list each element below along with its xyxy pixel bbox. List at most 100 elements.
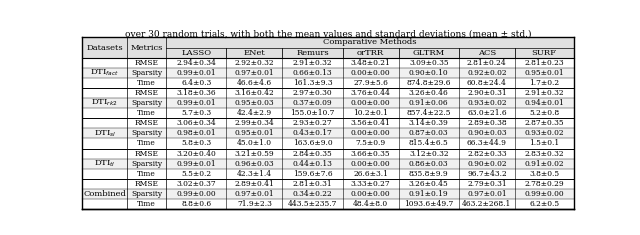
Text: 3.18±0.36: 3.18±0.36 bbox=[177, 89, 216, 97]
Text: 7.5±0.9: 7.5±0.9 bbox=[356, 140, 386, 148]
Text: 0.99±0.01: 0.99±0.01 bbox=[177, 99, 216, 107]
Text: 3.33±0.27: 3.33±0.27 bbox=[351, 180, 390, 188]
Text: GLTRM: GLTRM bbox=[413, 49, 445, 57]
Text: Sparsity: Sparsity bbox=[131, 69, 162, 77]
Bar bbox=[83, 189, 573, 199]
Text: 2.81±0.24: 2.81±0.24 bbox=[467, 59, 507, 67]
Text: 2.92±0.32: 2.92±0.32 bbox=[235, 59, 274, 67]
Text: 835.8±9.9: 835.8±9.9 bbox=[409, 170, 449, 178]
Text: 5.7±0.3: 5.7±0.3 bbox=[181, 109, 211, 117]
Text: RMSE: RMSE bbox=[134, 150, 159, 158]
Text: 2.94±0.34: 2.94±0.34 bbox=[176, 59, 216, 67]
Text: 3.02±0.37: 3.02±0.37 bbox=[177, 180, 216, 188]
Text: 3.26±0.46: 3.26±0.46 bbox=[409, 89, 449, 97]
Text: 0.37±0.09: 0.37±0.09 bbox=[292, 99, 332, 107]
Text: 3.16±0.42: 3.16±0.42 bbox=[234, 89, 275, 97]
Text: 0.97±0.01: 0.97±0.01 bbox=[467, 190, 507, 198]
Text: ENet: ENet bbox=[243, 49, 265, 57]
Text: 0.90±0.03: 0.90±0.03 bbox=[467, 129, 507, 137]
Text: 155.0±10.7: 155.0±10.7 bbox=[291, 109, 335, 117]
Text: RMSE: RMSE bbox=[134, 89, 159, 97]
Text: 5.2±0.8: 5.2±0.8 bbox=[529, 109, 559, 117]
Text: 6.4±0.3: 6.4±0.3 bbox=[181, 79, 211, 87]
Bar bbox=[83, 88, 573, 98]
Bar bbox=[83, 118, 573, 128]
Text: 2.99±0.34: 2.99±0.34 bbox=[234, 119, 275, 127]
Text: 3.14±0.39: 3.14±0.39 bbox=[409, 119, 449, 127]
Text: Datasets: Datasets bbox=[86, 43, 123, 51]
Text: 96.7±43.2: 96.7±43.2 bbox=[467, 170, 507, 178]
Text: 1.5±0.1: 1.5±0.1 bbox=[529, 140, 559, 148]
Bar bbox=[83, 78, 573, 88]
Text: 3.56±0.41: 3.56±0.41 bbox=[351, 119, 390, 127]
Text: 2.89±0.41: 2.89±0.41 bbox=[234, 180, 275, 188]
Text: DTI$_{sl}$: DTI$_{sl}$ bbox=[93, 128, 116, 139]
Text: 874.8±29.6: 874.8±29.6 bbox=[406, 79, 451, 87]
Bar bbox=[83, 199, 573, 209]
Text: 463.2±268.1: 463.2±268.1 bbox=[462, 200, 511, 208]
Text: 0.43±0.17: 0.43±0.17 bbox=[292, 129, 332, 137]
Text: 3.66±0.35: 3.66±0.35 bbox=[351, 150, 390, 158]
Text: 10.2±0.1: 10.2±0.1 bbox=[353, 109, 388, 117]
Text: 8.8±0.6: 8.8±0.6 bbox=[181, 200, 211, 208]
Text: 2.89±0.38: 2.89±0.38 bbox=[467, 119, 507, 127]
Text: Time: Time bbox=[137, 109, 156, 117]
Text: 0.44±0.13: 0.44±0.13 bbox=[292, 160, 332, 168]
Text: Time: Time bbox=[137, 170, 156, 178]
Text: 42.3±1.4: 42.3±1.4 bbox=[237, 170, 272, 178]
Bar bbox=[83, 108, 573, 118]
Text: 45.0±1.0: 45.0±1.0 bbox=[237, 140, 272, 148]
Text: LASSO: LASSO bbox=[181, 49, 211, 57]
Text: DTI$_{rk2}$: DTI$_{rk2}$ bbox=[92, 98, 118, 108]
Text: 0.00±0.00: 0.00±0.00 bbox=[351, 99, 390, 107]
Text: 0.91±0.19: 0.91±0.19 bbox=[409, 190, 449, 198]
Text: 0.97±0.01: 0.97±0.01 bbox=[235, 69, 274, 77]
Text: ACS: ACS bbox=[477, 49, 496, 57]
Text: 0.96±0.03: 0.96±0.03 bbox=[235, 160, 274, 168]
Text: 46.6±4.6: 46.6±4.6 bbox=[237, 79, 272, 87]
Text: 3.8±0.5: 3.8±0.5 bbox=[529, 170, 559, 178]
Text: 0.90±0.02: 0.90±0.02 bbox=[467, 160, 507, 168]
Text: 0.90±0.10: 0.90±0.10 bbox=[409, 69, 449, 77]
Text: RMSE: RMSE bbox=[134, 119, 159, 127]
Text: 0.93±0.02: 0.93±0.02 bbox=[467, 99, 507, 107]
Text: 0.94±0.01: 0.94±0.01 bbox=[524, 99, 564, 107]
Text: Time: Time bbox=[137, 140, 156, 148]
Text: 159.6±7.6: 159.6±7.6 bbox=[292, 170, 332, 178]
Text: 60.8±24.4: 60.8±24.4 bbox=[467, 79, 507, 87]
Bar bbox=[83, 169, 573, 179]
Text: 0.86±0.03: 0.86±0.03 bbox=[409, 160, 449, 168]
Text: 2.82±0.33: 2.82±0.33 bbox=[467, 150, 507, 158]
Text: 0.93±0.02: 0.93±0.02 bbox=[524, 129, 564, 137]
Bar bbox=[83, 149, 573, 159]
Text: over 30 random trials, with both the mean values and standard deviations (mean ±: over 30 random trials, with both the mea… bbox=[125, 29, 531, 38]
Text: 5.5±0.2: 5.5±0.2 bbox=[181, 170, 211, 178]
Bar bbox=[83, 58, 573, 68]
Text: 3.48±0.21: 3.48±0.21 bbox=[351, 59, 390, 67]
Text: SURF: SURF bbox=[532, 49, 557, 57]
Text: 66.3±44.9: 66.3±44.9 bbox=[467, 140, 507, 148]
Text: 3.26±0.45: 3.26±0.45 bbox=[409, 180, 449, 188]
Text: Combined: Combined bbox=[83, 190, 126, 198]
Text: 2.81±0.23: 2.81±0.23 bbox=[524, 59, 564, 67]
Bar bbox=[83, 68, 573, 78]
Text: 2.91±0.32: 2.91±0.32 bbox=[292, 59, 332, 67]
Text: 815.4±6.5: 815.4±6.5 bbox=[409, 140, 449, 148]
Text: 26.6±3.1: 26.6±3.1 bbox=[353, 170, 388, 178]
Text: 3.20±0.40: 3.20±0.40 bbox=[177, 150, 216, 158]
Text: Sparsity: Sparsity bbox=[131, 190, 162, 198]
Text: 27.9±5.6: 27.9±5.6 bbox=[353, 79, 388, 87]
Text: 0.99±0.01: 0.99±0.01 bbox=[177, 69, 216, 77]
Text: 1.7±0.2: 1.7±0.2 bbox=[529, 79, 559, 87]
Text: Time: Time bbox=[137, 200, 156, 208]
Text: 0.95±0.03: 0.95±0.03 bbox=[235, 99, 274, 107]
Bar bbox=[83, 179, 573, 189]
Text: 0.99±0.01: 0.99±0.01 bbox=[177, 160, 216, 168]
Text: Remurs: Remurs bbox=[296, 49, 329, 57]
Bar bbox=[83, 138, 573, 149]
Text: Time: Time bbox=[137, 79, 156, 87]
Text: 0.99±0.00: 0.99±0.00 bbox=[177, 190, 216, 198]
Text: 163.6±9.0: 163.6±9.0 bbox=[292, 140, 332, 148]
Text: 2.83±0.32: 2.83±0.32 bbox=[524, 150, 564, 158]
Text: 48.4±8.0: 48.4±8.0 bbox=[353, 200, 388, 208]
